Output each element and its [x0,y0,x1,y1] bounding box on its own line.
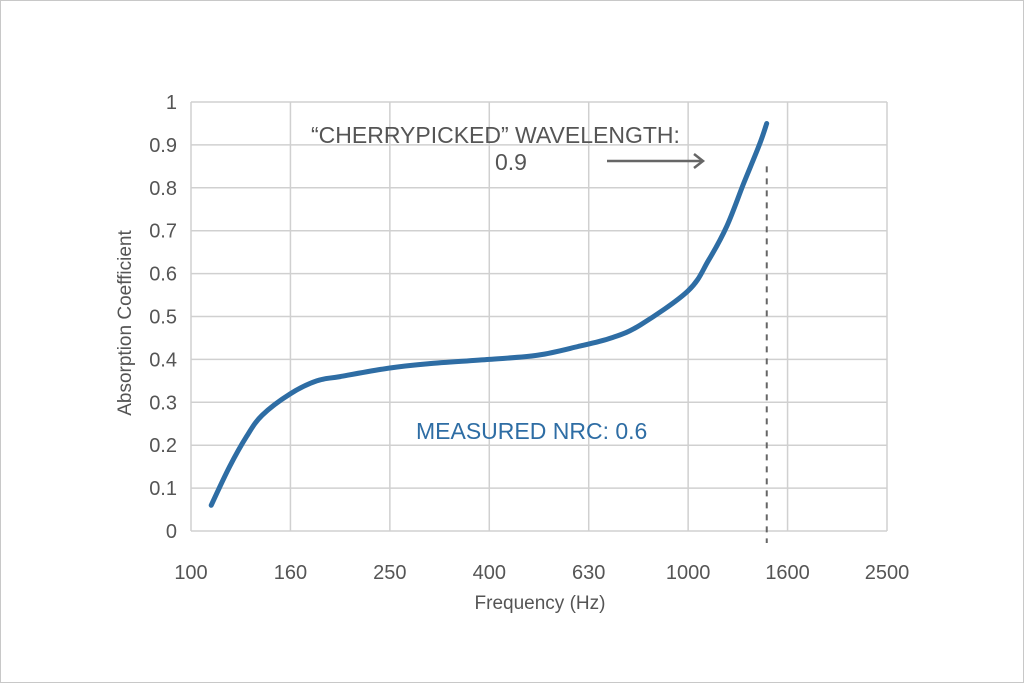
grid [190,101,888,532]
x-tick-label: 1600 [765,562,810,584]
y-ticks: 0 0.1 0.2 0.3 0.4 0.5 0.6 0.7 0.8 0.9 1 [149,92,177,543]
y-tick-label: 0 [166,521,177,543]
x-tick-label: 100 [174,562,207,584]
y-tick-label: 1 [166,92,177,114]
y-tick-label: 0.9 [149,135,177,157]
arrow-icon [607,153,706,169]
y-tick-label: 0.4 [149,349,177,371]
y-tick-label: 0.1 [149,478,177,500]
y-tick-label: 0.3 [149,392,177,414]
x-tick-label: 2500 [865,562,910,584]
y-axis-label: Absorption Coefficient [115,230,136,416]
y-tick-label: 0.5 [149,307,177,329]
x-tick-label: 400 [473,562,506,584]
x-tick-label: 630 [572,562,605,584]
y-tick-label: 0.6 [149,264,177,286]
y-tick-label: 0.2 [149,435,177,457]
x-ticks: 100 160 250 400 630 1000 1600 2500 [174,562,909,584]
x-axis-label: Frequency (Hz) [475,593,606,614]
cherrypicked-label: “CHERRYPICKED” WAVELENGTH: [311,122,680,148]
y-tick-label: 0.8 [149,178,177,200]
cherrypicked-value: 0.9 [495,149,527,175]
measured-nrc-label: MEASURED NRC: 0.6 [416,418,647,444]
x-tick-label: 160 [274,562,307,584]
x-tick-label: 1000 [666,562,711,584]
x-tick-label: 250 [373,562,406,584]
absorption-curve [208,121,770,508]
y-tick-label: 0.7 [149,221,177,243]
